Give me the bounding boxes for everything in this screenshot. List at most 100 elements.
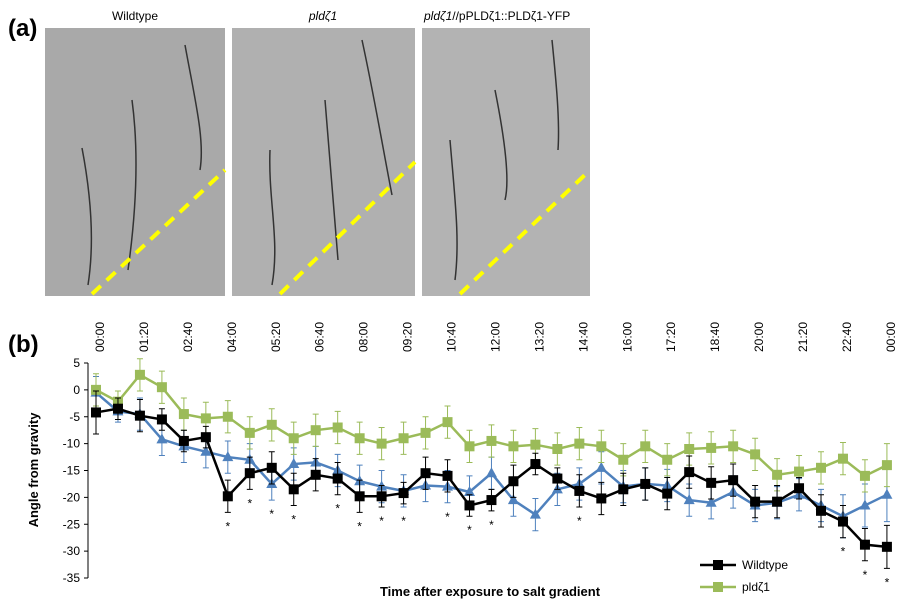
marker <box>91 407 101 418</box>
marker <box>91 384 101 395</box>
marker <box>530 459 541 470</box>
marker <box>574 438 585 449</box>
marker <box>596 441 607 452</box>
marker <box>222 411 233 422</box>
x-tick-label: 21:20 <box>796 322 810 352</box>
marker <box>486 495 497 506</box>
marker <box>881 460 892 471</box>
significance-marker: * <box>225 519 230 533</box>
marker <box>618 484 629 495</box>
marker <box>574 485 585 496</box>
marker <box>244 427 255 438</box>
marker <box>837 516 848 527</box>
legend-swatch <box>713 560 723 570</box>
marker <box>529 508 541 519</box>
marker <box>442 470 453 481</box>
marker <box>508 476 519 487</box>
marker <box>706 442 717 453</box>
x-tick-label: 22:40 <box>840 322 854 352</box>
y-tick-label: 0 <box>73 383 80 397</box>
significance-marker: * <box>863 568 868 582</box>
marker <box>816 462 827 473</box>
x-tick-label: 18:40 <box>708 322 722 352</box>
marker <box>859 470 870 481</box>
y-tick-label: 5 <box>73 356 80 370</box>
significance-marker: * <box>335 502 340 516</box>
marker <box>420 468 431 479</box>
marker <box>310 425 321 436</box>
significance-marker: * <box>489 518 494 532</box>
marker <box>464 441 475 452</box>
y-tick-label: -15 <box>63 464 81 478</box>
legend-label: pldζ1 <box>742 580 770 594</box>
x-tick-label: 14:40 <box>576 322 590 352</box>
significance-marker: * <box>291 512 296 526</box>
marker <box>552 473 563 484</box>
legend-swatch <box>713 582 723 592</box>
marker <box>156 382 167 393</box>
marker <box>486 435 497 446</box>
significance-marker: * <box>247 496 252 510</box>
marker <box>288 433 299 444</box>
marker <box>244 468 255 479</box>
marker <box>310 469 321 480</box>
marker <box>508 441 519 452</box>
marker <box>376 491 387 502</box>
marker <box>398 488 409 499</box>
marker <box>200 445 212 456</box>
significance-marker: * <box>401 514 406 528</box>
marker <box>485 467 497 478</box>
x-tick-label: 02:40 <box>181 322 195 352</box>
marker <box>464 500 475 511</box>
x-tick-label: 16:00 <box>620 322 634 352</box>
y-tick-label: -10 <box>63 437 81 451</box>
marker <box>156 414 167 425</box>
photo-label: pldζ1 <box>308 9 337 23</box>
marker <box>684 444 695 454</box>
marker <box>420 427 431 438</box>
significance-marker: * <box>841 545 846 559</box>
marker <box>640 441 651 452</box>
y-tick-label: -25 <box>63 517 81 531</box>
marker <box>376 438 387 449</box>
marker <box>750 449 761 460</box>
marker <box>705 496 717 507</box>
x-tick-label: 12:00 <box>488 322 502 352</box>
marker <box>750 496 761 507</box>
legend-label: Wildtype <box>742 558 788 572</box>
photo-label: pldζ1 <box>423 9 452 23</box>
y-tick-label: -20 <box>63 490 81 504</box>
x-tick-label: 17:20 <box>664 322 678 352</box>
marker <box>794 466 805 477</box>
marker <box>463 486 475 496</box>
marker <box>552 444 563 454</box>
marker <box>442 417 453 428</box>
marker <box>595 461 607 472</box>
series <box>91 390 892 569</box>
marker <box>794 483 805 494</box>
marker <box>662 454 673 465</box>
x-tick-label: 01:20 <box>137 322 151 352</box>
significance-marker: * <box>885 575 890 589</box>
y-tick-label: -5 <box>69 410 80 424</box>
photo-label: pldζ1//pPLDζ1::PLDζ1-YFP <box>423 9 570 23</box>
marker <box>881 488 893 499</box>
marker <box>837 453 848 464</box>
significance-marker: * <box>467 523 472 537</box>
marker <box>859 539 870 550</box>
x-axis-title: Time after exposure to salt gradient <box>380 584 601 599</box>
marker <box>662 488 673 499</box>
marker <box>706 477 717 488</box>
x-tick-label: 00:00 <box>884 322 898 352</box>
marker <box>222 451 234 462</box>
marker <box>178 435 189 446</box>
x-tick-label: 08:00 <box>357 322 371 352</box>
photo-label: Wildtype <box>112 9 158 23</box>
marker <box>134 410 145 421</box>
marker <box>332 473 343 484</box>
marker <box>134 369 145 380</box>
x-tick-label: 05:20 <box>269 322 283 352</box>
marker <box>266 462 277 473</box>
marker <box>728 441 739 452</box>
